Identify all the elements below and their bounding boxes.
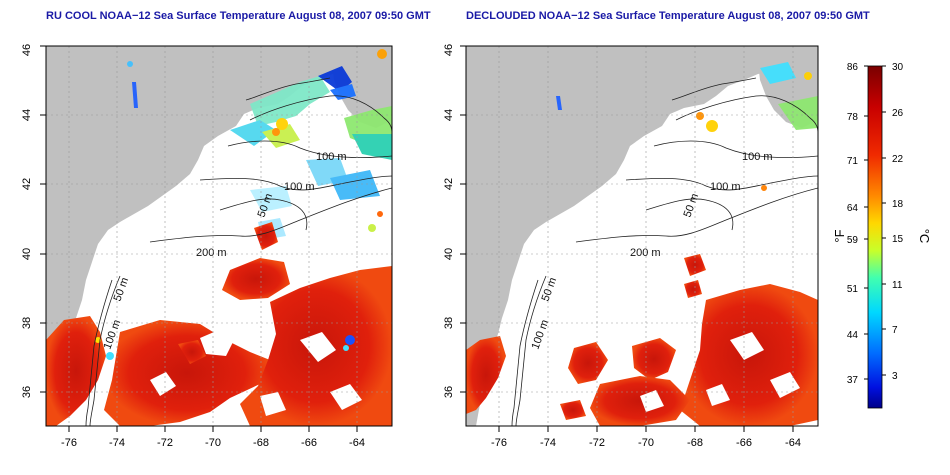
right-map-title: DECLOUDED NOAA−12 Sea Surface Temperatur… bbox=[466, 10, 870, 22]
isobath-label: 100 m bbox=[742, 151, 773, 163]
isobath-contours bbox=[85, 77, 392, 426]
lat-tick-label: 36 bbox=[443, 386, 455, 398]
lon-tick-label: -66 bbox=[736, 437, 752, 449]
declouded-warm-water-region bbox=[466, 254, 818, 426]
fahrenheit-tick: 71 bbox=[847, 156, 859, 167]
lat-tick-label: 38 bbox=[443, 317, 455, 329]
left-lon-tick-labels: -76 -74 -72 -70 -68 -66 -64 bbox=[61, 437, 365, 449]
lat-tick-label: 40 bbox=[443, 248, 455, 260]
lon-tick-label: -72 bbox=[589, 437, 605, 449]
lat-tick-label: 44 bbox=[21, 109, 33, 121]
celsius-tick: 18 bbox=[892, 199, 904, 210]
celsius-unit-label: °C bbox=[917, 229, 932, 244]
fahrenheit-tick: 51 bbox=[847, 284, 859, 295]
land-mass bbox=[46, 46, 392, 426]
lon-tick-label: -66 bbox=[301, 437, 317, 449]
lon-tick-label: -70 bbox=[205, 437, 221, 449]
fahrenheit-tick-labels: 86 78 71 64 59 51 44 37 bbox=[847, 62, 859, 386]
right-lon-tick-labels: -76 -74 -72 -70 -68 -66 -64 bbox=[491, 437, 801, 449]
fahrenheit-tick: 86 bbox=[847, 62, 859, 73]
right-map-panel: 100 m 100 m 50 m 200 m 50 m 100 m bbox=[443, 44, 819, 449]
celsius-tick: 22 bbox=[892, 154, 904, 165]
lon-tick-label: -74 bbox=[540, 437, 556, 449]
graticule bbox=[46, 46, 392, 426]
lon-tick-label: -64 bbox=[785, 437, 801, 449]
isobath-label: 100 m bbox=[710, 181, 741, 193]
isobath-label: 200 m bbox=[630, 247, 661, 259]
celsius-tick-labels: 30 26 22 18 15 11 7 3 bbox=[892, 62, 904, 382]
lat-tick-label: 46 bbox=[21, 44, 33, 56]
declouded-coastal-sst-colors bbox=[556, 62, 818, 191]
lat-tick-label: 44 bbox=[443, 109, 455, 121]
lon-tick-label: -70 bbox=[638, 437, 654, 449]
isobath-label: 100 m bbox=[316, 151, 347, 163]
declouded-isobath-contours bbox=[511, 77, 818, 426]
lat-tick-label: 46 bbox=[443, 44, 455, 56]
isobath-label: 100 m bbox=[284, 181, 315, 193]
right-lat-tick-labels: 36 38 40 42 44 46 bbox=[443, 44, 455, 398]
lon-tick-label: -76 bbox=[491, 437, 507, 449]
left-map-panel: 100 m 100 m 50 m 200 m 50 m 100 m bbox=[21, 44, 393, 449]
left-map-title: RU COOL NOAA−12 Sea Surface Temperature … bbox=[46, 10, 431, 22]
lon-tick-label: -68 bbox=[253, 437, 269, 449]
celsius-tick: 3 bbox=[892, 371, 898, 382]
warm-water-region bbox=[46, 222, 392, 426]
celsius-tick: 11 bbox=[892, 280, 903, 291]
celsius-tick: 26 bbox=[892, 108, 904, 119]
celsius-tick: 30 bbox=[892, 62, 904, 73]
lat-tick-label: 40 bbox=[21, 248, 33, 260]
lon-tick-label: -68 bbox=[687, 437, 703, 449]
lon-tick-label: -72 bbox=[157, 437, 173, 449]
fahrenheit-unit-label: °F bbox=[832, 229, 847, 242]
declouded-graticule bbox=[466, 46, 818, 426]
celsius-tick: 15 bbox=[892, 234, 904, 245]
left-lat-tick-labels: 36 38 40 42 44 46 bbox=[21, 44, 33, 398]
lat-tick-label: 42 bbox=[21, 178, 33, 190]
lat-tick-label: 38 bbox=[21, 317, 33, 329]
lat-tick-label: 42 bbox=[443, 178, 455, 190]
lon-tick-label: -76 bbox=[61, 437, 77, 449]
lon-tick-label: -64 bbox=[349, 437, 365, 449]
fahrenheit-tick: 78 bbox=[847, 112, 859, 123]
fahrenheit-tick: 59 bbox=[847, 235, 859, 246]
fahrenheit-tick: 44 bbox=[847, 330, 859, 341]
isobath-label: 200 m bbox=[196, 247, 227, 259]
fahrenheit-tick: 37 bbox=[847, 375, 859, 386]
lon-tick-label: -74 bbox=[109, 437, 125, 449]
temperature-colorbar: 86 78 71 64 59 51 44 37 30 26 22 18 15 1… bbox=[832, 62, 932, 409]
celsius-tick: 7 bbox=[892, 325, 898, 336]
fahrenheit-tick: 64 bbox=[847, 203, 859, 214]
lat-tick-label: 36 bbox=[21, 386, 33, 398]
coastal-sst-colors bbox=[127, 49, 392, 240]
